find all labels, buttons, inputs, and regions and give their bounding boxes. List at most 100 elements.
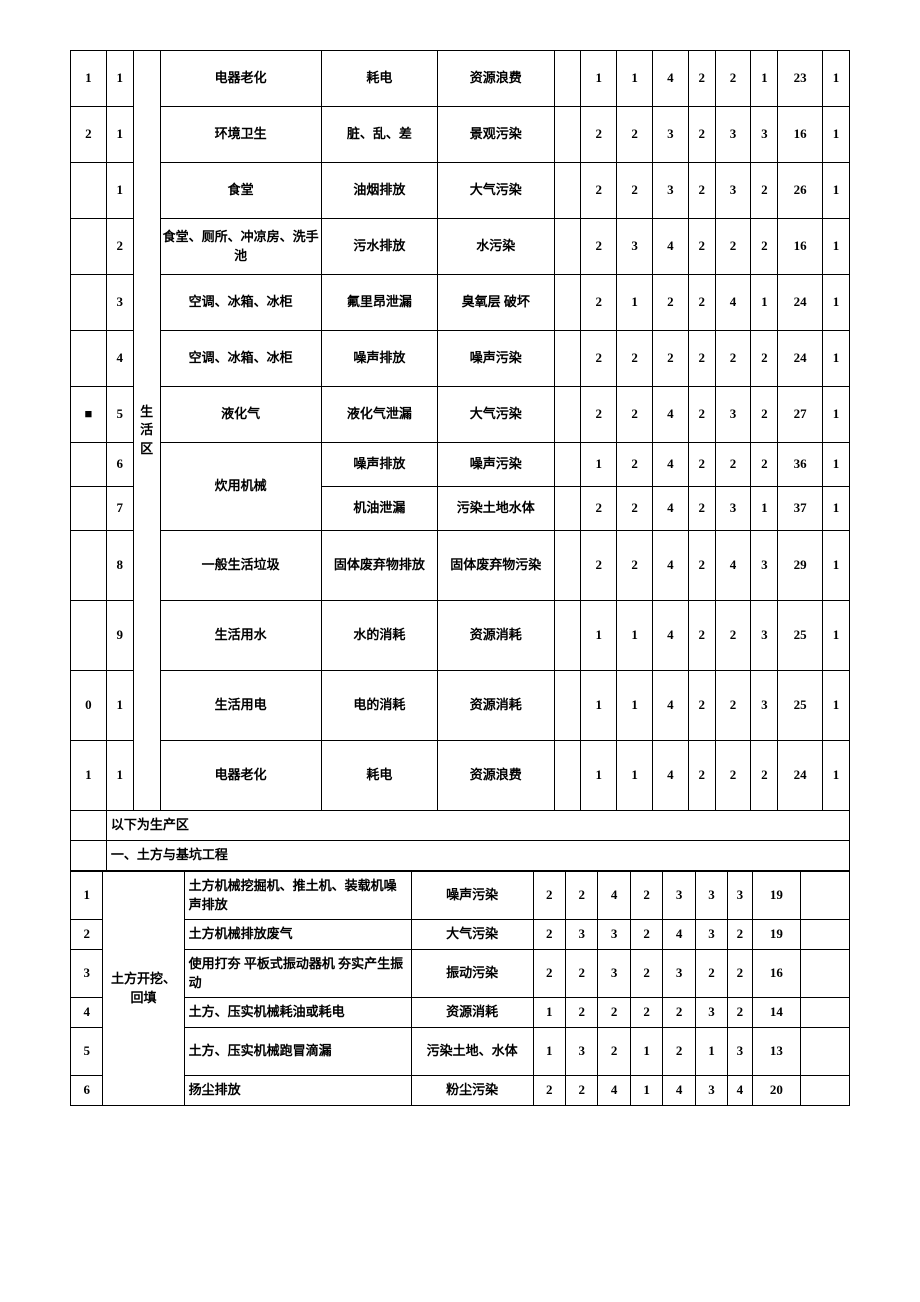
table-row: 8 一般生活垃圾 固体废弃物排放 固体废弃物污染 2 2 4 2 4 3 29 … (71, 531, 850, 601)
row-num-sub: 9 (106, 601, 133, 671)
c1: 3 (565, 920, 597, 950)
row-num-left: 0 (71, 671, 107, 741)
c5: 3 (695, 920, 727, 950)
c3: 2 (652, 275, 688, 331)
c8: 1 (823, 331, 850, 387)
c0 (554, 443, 581, 487)
c7: 26 (778, 163, 823, 219)
impact-cell: 振动污染 (411, 950, 533, 998)
c4: 2 (688, 531, 715, 601)
c0 (554, 163, 581, 219)
c7: 37 (778, 487, 823, 531)
c4: 2 (688, 387, 715, 443)
category-cell: 土方开挖、回填 (103, 872, 184, 1106)
c0 (554, 219, 581, 275)
table-row: 9 生活用水 水的消耗 资源消耗 1 1 4 2 2 3 25 1 (71, 601, 850, 671)
c1: 1 (581, 51, 617, 107)
item-cell: 食堂 (160, 163, 321, 219)
c4: 2 (663, 998, 695, 1028)
c2: 2 (598, 998, 630, 1028)
c8: 1 (823, 487, 850, 531)
c5: 4 (715, 531, 751, 601)
c5: 3 (715, 387, 751, 443)
c5: 1 (695, 1028, 727, 1076)
table-row: 6 炊用机械 噪声排放 噪声污染 1 2 4 2 2 2 36 1 (71, 443, 850, 487)
impact-cell: 粉尘污染 (411, 1076, 533, 1106)
c6: 3 (751, 601, 778, 671)
factor-cell: 机油泄漏 (321, 487, 437, 531)
table-row: ■ 5 液化气 液化气泄漏 大气污染 2 2 4 2 3 2 27 1 (71, 387, 850, 443)
row-num-left: 1 (71, 741, 107, 811)
impact-cell: 资源浪费 (438, 51, 554, 107)
c6: 2 (751, 219, 778, 275)
c0: 2 (533, 1076, 565, 1106)
item-cell: 电器老化 (160, 741, 321, 811)
c5: 3 (715, 107, 751, 163)
c3: 4 (652, 51, 688, 107)
c2: 2 (598, 1028, 630, 1076)
c7: 24 (778, 331, 823, 387)
table-row: 0 1 生活用电 电的消耗 资源消耗 1 1 4 2 2 3 25 1 (71, 671, 850, 741)
c0 (554, 107, 581, 163)
section-title: 一、土方与基坑工程 (106, 841, 849, 871)
c4: 2 (663, 1028, 695, 1076)
impact-cell: 水污染 (438, 219, 554, 275)
c8: 1 (823, 443, 850, 487)
c2: 3 (598, 950, 630, 998)
desc-cell: 使用打夯 平板式振动器机 夯实产生振动 (184, 950, 411, 998)
c8: 1 (823, 531, 850, 601)
c1: 1 (581, 671, 617, 741)
c8 (801, 998, 850, 1028)
c3: 4 (652, 387, 688, 443)
item-cell: 环境卫生 (160, 107, 321, 163)
impact-cell: 大气污染 (411, 920, 533, 950)
c7: 16 (752, 950, 801, 998)
impact-cell: 大气污染 (438, 163, 554, 219)
c3: 3 (652, 163, 688, 219)
item-cell: 电器老化 (160, 51, 321, 107)
table-row: 1 1 电器老化 耗电 资源浪费 1 1 4 2 2 2 24 1 (71, 741, 850, 811)
row-num-sub: 4 (106, 331, 133, 387)
table-row: 3 空调、冰箱、冰柜 氟里昂泄漏 臭氧层 破坏 2 1 2 2 4 1 24 1 (71, 275, 850, 331)
impact-cell: 污染土地、水体 (411, 1028, 533, 1076)
factor-cell: 噪声排放 (321, 443, 437, 487)
row-num: 3 (71, 950, 103, 998)
c3: 2 (630, 950, 662, 998)
c1: 2 (581, 331, 617, 387)
c5: 2 (715, 741, 751, 811)
impact-cell: 噪声污染 (438, 443, 554, 487)
c1: 1 (581, 601, 617, 671)
c2: 4 (598, 1076, 630, 1106)
factor-cell: 氟里昂泄漏 (321, 275, 437, 331)
desc-cell: 土方机械排放废气 (184, 920, 411, 950)
factor-cell: 油烟排放 (321, 163, 437, 219)
c1: 2 (581, 107, 617, 163)
c8: 1 (823, 387, 850, 443)
desc-cell: 扬尘排放 (184, 1076, 411, 1106)
factor-cell: 电的消耗 (321, 671, 437, 741)
table-row: 2 食堂、厕所、冲凉房、洗手池 污水排放 水污染 2 3 4 2 2 2 16 … (71, 219, 850, 275)
c2: 1 (617, 671, 653, 741)
c2: 1 (617, 741, 653, 811)
c0 (554, 531, 581, 601)
row-num: 5 (71, 1028, 103, 1076)
row-num-sub: 3 (106, 275, 133, 331)
item-cell: 生活用电 (160, 671, 321, 741)
c0: 1 (533, 998, 565, 1028)
factor-cell: 固体废弃物排放 (321, 531, 437, 601)
c6: 3 (751, 531, 778, 601)
c0 (554, 331, 581, 387)
c5: 2 (715, 601, 751, 671)
c6: 2 (751, 443, 778, 487)
c7: 13 (752, 1028, 801, 1076)
c4: 3 (663, 950, 695, 998)
row-num-left: 2 (71, 107, 107, 163)
c5: 4 (715, 275, 751, 331)
c2: 2 (617, 163, 653, 219)
c5: 3 (695, 872, 727, 920)
c0 (554, 387, 581, 443)
table-row: 4 土方、压实机械耗油或耗电 资源消耗 1 2 2 2 2 3 2 14 (71, 998, 850, 1028)
c6: 2 (728, 998, 752, 1028)
c2: 1 (617, 51, 653, 107)
item-cell: 炊用机械 (160, 443, 321, 531)
